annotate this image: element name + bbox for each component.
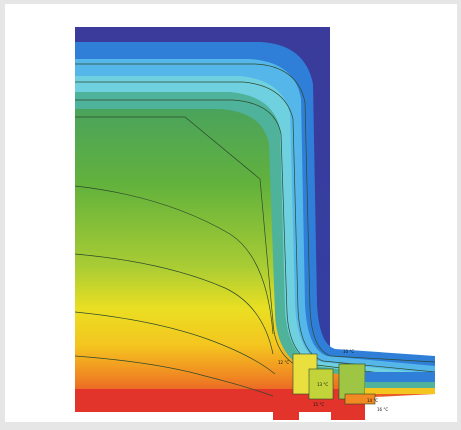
isotherm-label: 13 °C <box>317 382 328 387</box>
isotherm-label: 14 °C <box>367 398 378 403</box>
isotherm-label: 15 °C <box>313 402 324 407</box>
isotherm-label: 12 °C <box>278 360 289 365</box>
frame-foot-left <box>273 396 299 420</box>
isotherm-label: 16 °C <box>377 407 388 412</box>
window-frame-detail <box>292 353 435 405</box>
isotherm-label: 10 °C <box>343 349 354 354</box>
thermal-isotherm-diagram: 10 °C 12 °C 13 °C 14 °C 15 °C 16 °C <box>74 27 436 420</box>
figure-panel: 10 °C 12 °C 13 °C 14 °C 15 °C 16 °C <box>5 4 457 422</box>
interior-warm-region <box>75 109 435 412</box>
